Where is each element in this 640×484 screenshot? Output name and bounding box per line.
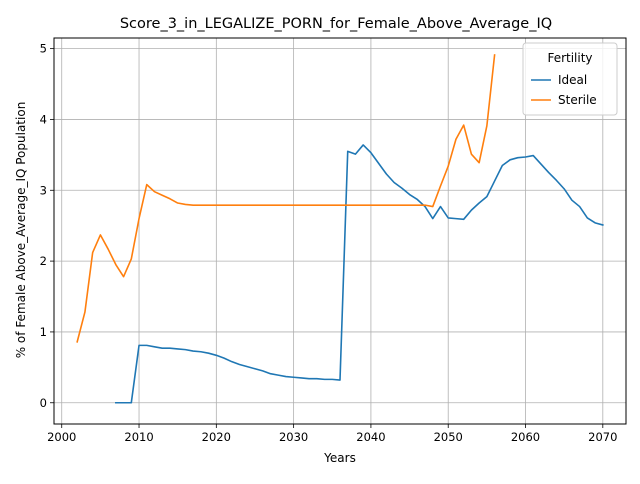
x-tick-label: 2060 bbox=[511, 430, 540, 444]
series-line-ideal bbox=[115, 144, 604, 404]
legend-title: Fertility bbox=[547, 51, 592, 65]
legend: Fertility Ideal Sterile bbox=[522, 42, 618, 116]
x-axis-ticks: 2000 2010 2020 2030 2040 2050 2060 2070 bbox=[47, 424, 617, 444]
x-tick-label: 2030 bbox=[279, 430, 308, 444]
y-tick-label: 0 bbox=[40, 396, 47, 410]
y-tick-label: 5 bbox=[40, 42, 47, 56]
legend-label-sterile: Sterile bbox=[558, 93, 597, 107]
y-tick-label: 1 bbox=[40, 325, 47, 339]
series-lines bbox=[76, 54, 604, 404]
y-axis-label: % of Female Above_Average_IQ Population bbox=[14, 102, 28, 359]
y-axis-ticks: 0 1 2 3 4 5 bbox=[40, 42, 54, 410]
y-tick-label: 2 bbox=[40, 254, 47, 268]
y-tick-label: 3 bbox=[40, 183, 47, 197]
legend-label-ideal: Ideal bbox=[558, 73, 587, 87]
x-tick-label: 2070 bbox=[588, 430, 617, 444]
series-line-sterile bbox=[76, 54, 496, 343]
x-tick-label: 2020 bbox=[202, 430, 231, 444]
x-axis-label: Years bbox=[323, 451, 356, 465]
legend-box bbox=[522, 42, 618, 116]
y-tick-label: 4 bbox=[40, 112, 47, 126]
x-tick-label: 2010 bbox=[124, 430, 153, 444]
x-tick-label: 2040 bbox=[356, 430, 385, 444]
plot-area-frame bbox=[53, 37, 627, 425]
x-tick-label: 2000 bbox=[47, 430, 76, 444]
chart-title: Score_3_in_LEGALIZE_PORN_for_Female_Abov… bbox=[120, 16, 552, 32]
x-tick-label: 2050 bbox=[434, 430, 463, 444]
